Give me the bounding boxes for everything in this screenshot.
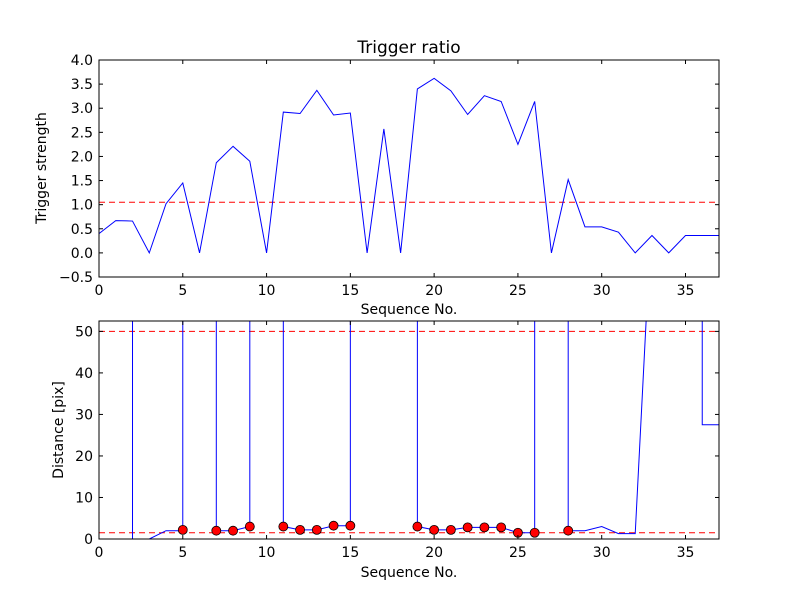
chart-title: Trigger ratio: [356, 38, 460, 58]
clipped-data: [99, 77, 719, 255]
axes-frame: [98, 59, 720, 278]
y-tick-label: 1.5: [71, 174, 93, 190]
y-tick-label: 0: [84, 532, 93, 548]
axes-frame: [98, 320, 720, 540]
x-tick-label: 10: [258, 283, 276, 299]
x-tick-label: 25: [509, 545, 527, 561]
y-tick-label: 10: [75, 490, 93, 506]
data-point: [445, 524, 456, 535]
x-axis-label: Sequence No.: [361, 565, 458, 581]
x-tick-label: 25: [509, 283, 527, 299]
data-point: [563, 525, 574, 536]
y-tick-label: 30: [75, 407, 93, 423]
data-point: [429, 524, 440, 535]
data-point: [211, 525, 222, 536]
data-point: [479, 522, 490, 533]
y-tick-label: 0.0: [71, 246, 93, 262]
y-tick-label: −0.5: [59, 270, 93, 286]
x-tick-label: 15: [341, 283, 359, 299]
y-tick-label: 3.0: [71, 101, 93, 117]
x-axis-label: Sequence No.: [361, 302, 458, 318]
x-tick-label: 35: [677, 545, 695, 561]
y-tick-label: 2.0: [71, 149, 93, 165]
x-tick-label: 35: [677, 283, 695, 299]
data-point: [412, 521, 423, 532]
y-tick-label: 4.0: [71, 53, 93, 69]
subplot-distance: 0 5 10 15 20 25 30 35 0 10 20 30 40 50 Sequence No. D…: [51, 320, 720, 581]
data-point: [311, 524, 322, 535]
x-tick-label: 30: [593, 283, 611, 299]
x-tick-label: 15: [341, 545, 359, 561]
data-point: [177, 524, 188, 535]
y-tick-label: 40: [75, 366, 93, 382]
data-point: [328, 520, 339, 531]
series-line: [132, 321, 719, 539]
y-tick-label: 3.5: [71, 77, 93, 93]
x-tick-label: 20: [425, 545, 443, 561]
data-point: [295, 524, 305, 535]
y-tick-label: 2.5: [71, 125, 93, 141]
y-axis-label: Trigger strength: [34, 112, 50, 225]
data-point: [278, 521, 289, 532]
data-point: [462, 522, 473, 533]
x-tick-label: 30: [593, 545, 611, 561]
data-point: [529, 527, 540, 538]
data-point: [345, 520, 356, 531]
data-point: [228, 525, 238, 536]
y-tick-label: 1.0: [71, 198, 93, 214]
y-tick-label: 20: [75, 449, 93, 465]
x-tick-label: 10: [258, 545, 276, 561]
plot-area: 0 5 10 15 20 25 30 35 0 10 20 30 40 50: [75, 321, 719, 561]
x-tick-label: 5: [178, 283, 187, 299]
data-point: [496, 522, 507, 533]
clipped-data: [99, 321, 719, 539]
plot-area: 0 5 10 15 20 25 30 35 −0.5 0.0 0.5 1.0 1.5 2.0 2.5 3.0 3…: [59, 53, 719, 299]
x-tick-label: 0: [95, 545, 104, 561]
y-axis-label: Distance [pix]: [51, 381, 67, 479]
subplot-trigger-ratio: Trigger ratio 0 5 10 15 20 25 30 35 −0.5 0.0 0.5 1.…: [34, 38, 720, 318]
x-tick-label: 5: [178, 545, 187, 561]
data-point: [244, 521, 255, 532]
y-tick-label: 50: [75, 324, 93, 340]
x-tick-label: 20: [425, 283, 443, 299]
series-line: [99, 77, 719, 255]
x-tick-label: 0: [95, 283, 104, 299]
y-tick-label: 0.5: [71, 222, 93, 238]
